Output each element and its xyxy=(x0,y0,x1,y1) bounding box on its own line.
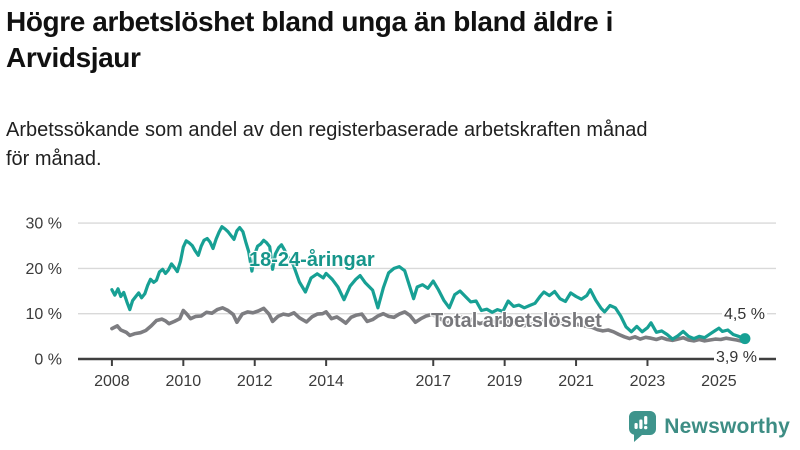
subtitle-line-1: Arbetssökande som andel av den registerb… xyxy=(6,119,648,141)
x-axis-tick-label: 2014 xyxy=(308,373,344,390)
x-axis-tick-label: 2019 xyxy=(487,373,523,390)
x-axis-tick-label: 2008 xyxy=(94,373,130,390)
series-label-total: Total arbetslöshet xyxy=(431,310,602,332)
y-axis-tick-label: 30 % xyxy=(26,216,62,233)
title-line-2: Arvidsjaur xyxy=(6,42,141,73)
end-value-young: 4,5 % xyxy=(722,306,767,324)
y-axis-tick-label: 20 % xyxy=(26,261,62,278)
x-axis-tick-label: 2025 xyxy=(701,373,737,390)
series-line-1 xyxy=(110,225,747,341)
newsworthy-speech-bubble-icon xyxy=(629,411,657,442)
series-end-dot xyxy=(739,333,751,345)
title-line-1: Högre arbetslöshet bland unga än bland ä… xyxy=(6,6,614,37)
newsworthy-logo-text: Newsworthy xyxy=(664,414,790,438)
x-axis-tick-label: 2017 xyxy=(415,373,451,390)
x-axis-tick-label: 2010 xyxy=(166,373,202,390)
x-axis-tick-label: 2021 xyxy=(558,373,594,390)
y-axis-tick-label: 10 % xyxy=(26,306,62,323)
x-axis-tick-label: 2023 xyxy=(630,373,666,390)
x-axis-tick-label: 2012 xyxy=(237,373,273,390)
subtitle-line-2: för månad. xyxy=(6,148,102,170)
chart-subtitle: Arbetssökande som andel av den registerb… xyxy=(6,116,794,174)
newsworthy-logo: Newsworthy xyxy=(629,411,790,442)
series-label-young: 18-24-åringar xyxy=(249,249,375,271)
page-title: Högre arbetslöshet bland unga än bland ä… xyxy=(6,4,786,76)
y-axis-tick-label: 0 % xyxy=(34,352,62,369)
series-line-0 xyxy=(110,305,744,344)
end-value-total: 3,9 % xyxy=(714,349,759,367)
